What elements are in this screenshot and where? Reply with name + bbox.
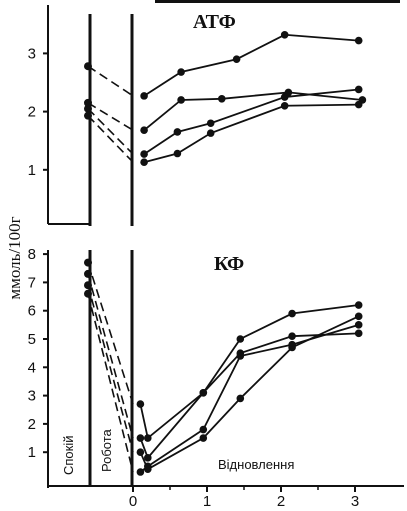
atp-series-4-point <box>206 129 215 137</box>
crp-series-3-point <box>354 312 363 321</box>
crp-series-4-dashed-segment <box>87 293 134 473</box>
crp-y-tick-label: 2 <box>28 416 36 433</box>
crp-y-tick-label: 1 <box>28 444 36 461</box>
crp-series-4-line <box>139 323 359 473</box>
crp-series <box>84 258 363 476</box>
crp-series-2-point <box>84 269 92 278</box>
crp-x-tick-label: 2 <box>277 493 285 510</box>
atp-series-1-point <box>140 92 148 100</box>
crp-series-4-point <box>236 352 245 360</box>
atp-series-2-dashed-segment <box>87 102 134 131</box>
atp-series-4-point <box>280 101 289 110</box>
crp-panel: КФ 1 2 3 4 5 6 7 8 0 1 2 3 Спокій Робота Відновлен… <box>28 246 404 510</box>
crp-series-2-point <box>354 329 363 338</box>
crp-series-4-point <box>84 289 92 298</box>
atp-series-1-point <box>84 62 92 71</box>
atp-y-ticks: 1 2 3 <box>28 45 48 179</box>
atp-panel: АТФ 1 2 3 <box>28 5 367 226</box>
crp-y-tick-label: 5 <box>28 331 36 348</box>
atp-series-1-point <box>354 36 363 45</box>
crp-y-tick-label: 7 <box>28 274 36 291</box>
crp-series-4-point <box>354 321 363 329</box>
crp-series-1-line <box>139 304 359 440</box>
crp-series-2-dashed-segment <box>87 273 134 439</box>
atp-series-2-point <box>218 94 226 103</box>
phase-label-recovery: Відновлення <box>218 457 294 472</box>
crp-series-3-point <box>84 281 92 290</box>
crp-series-4-point <box>199 425 208 434</box>
crp-series-4-point <box>144 462 152 471</box>
atp-series-4-point <box>173 149 182 158</box>
atp-series-4-point <box>84 111 92 120</box>
atp-title: АТФ <box>193 11 236 33</box>
atp-series-4-point <box>354 100 363 109</box>
atp-y-tick-label: 2 <box>28 104 36 121</box>
crp-series-3-point <box>199 434 208 442</box>
atp-series-3-point <box>84 104 92 113</box>
y-axis-label: ммоль/100г <box>5 216 24 299</box>
crp-y-ticks: 1 2 3 4 5 6 7 8 <box>28 246 48 461</box>
crp-series-3-point <box>136 448 145 457</box>
atp-series-3-point <box>140 150 148 158</box>
crp-series-1-point <box>288 309 296 318</box>
crp-series-2-point <box>144 454 152 462</box>
atp-y-tick-label: 1 <box>28 162 36 179</box>
crp-series-1-point <box>354 301 363 309</box>
atp-series-4-dashed-segment <box>87 115 134 163</box>
phase-label-work: Робота <box>99 428 114 472</box>
crp-series-2-point <box>199 388 208 397</box>
crp-series-3-point <box>236 394 245 403</box>
crp-y-tick-label: 3 <box>28 388 36 405</box>
crp-series-3-dashed-segment <box>87 285 134 453</box>
crp-x-tick-label: 0 <box>129 493 137 510</box>
crp-y-tick-label: 8 <box>28 246 36 263</box>
crp-series-1-point <box>84 258 92 267</box>
crp-series-1-point <box>236 335 245 343</box>
atp-series-3-point <box>354 85 363 94</box>
crp-series-4-point <box>288 340 296 349</box>
atp-series-2-point <box>177 96 185 104</box>
atp-series-1-dashed-segment <box>87 65 134 97</box>
crp-series-2-point <box>136 434 145 442</box>
atp-series-3-point <box>280 93 289 101</box>
crp-series-1-dashed-segment <box>87 262 134 405</box>
atp-series-4-point <box>140 158 148 167</box>
atp-series <box>84 30 367 167</box>
atp-series-1-point <box>280 30 289 39</box>
atp-series-3-dashed-segment <box>87 108 134 155</box>
atp-series-2-point <box>84 98 92 107</box>
atp-y-tick-label: 3 <box>28 45 36 62</box>
atp-series-3-point <box>173 128 182 136</box>
crp-series-2-line <box>139 332 359 460</box>
crp-series-2-point <box>288 332 296 340</box>
crp-x-tick-label: 3 <box>351 493 359 510</box>
phase-label-rest: Спокій <box>61 436 76 476</box>
atp-series-3-line <box>143 88 359 155</box>
crp-y-tick-label: 6 <box>28 303 36 320</box>
atp-series-2-line <box>143 91 363 131</box>
atp-series-3-point <box>206 119 215 128</box>
crp-series-1-point <box>144 434 152 442</box>
crp-y-tick-label: 4 <box>28 359 36 376</box>
crp-series-4-point <box>136 468 145 476</box>
crp-x-tick-label: 1 <box>203 493 211 510</box>
crp-x-ticks: 0 1 2 3 <box>129 486 359 510</box>
atp-series-1-point <box>177 68 185 76</box>
crp-series-3-line <box>139 315 360 471</box>
atp-series-2-point <box>140 126 148 135</box>
crp-title: КФ <box>214 253 244 275</box>
atp-series-1-point <box>232 55 241 64</box>
crp-series-1-point <box>136 400 145 408</box>
atp-series-1-line <box>143 33 359 97</box>
